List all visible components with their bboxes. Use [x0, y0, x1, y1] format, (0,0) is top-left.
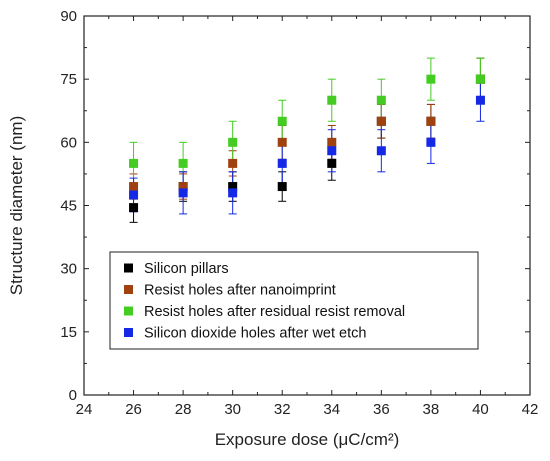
x-tick-label: 42 [522, 401, 539, 418]
data-point-series-2 [376, 116, 386, 126]
data-point-series-4 [475, 95, 485, 105]
data-point-series-3 [376, 95, 386, 105]
data-point-series-3 [228, 137, 238, 147]
x-tick-label: 30 [224, 401, 241, 418]
legend-label-4: Silicon dioxide holes after wet etch [144, 326, 366, 342]
x-tick-label: 26 [125, 401, 142, 418]
legend-entries: Silicon pillars Resist holes after nanoim… [124, 261, 405, 342]
data-point-series-2 [129, 182, 139, 192]
data-point-series-3 [426, 74, 436, 84]
x-tick-label: 40 [472, 401, 489, 418]
data-point-series-4 [376, 146, 386, 156]
y-axis-title: Structure diameter (nm) [7, 116, 26, 296]
data-point-series-4 [327, 146, 337, 156]
x-axis-ticks: 24 26 28 30 32 34 36 38 40 42 [76, 16, 539, 418]
data-point-series-1 [129, 203, 139, 213]
x-tick-label: 34 [323, 401, 340, 418]
data-markers [129, 74, 485, 213]
data-point-series-4 [277, 158, 287, 168]
y-tick-label: 90 [60, 8, 77, 25]
data-point-series-4 [228, 188, 238, 198]
y-tick-label: 0 [69, 387, 77, 404]
y-tick-label: 15 [60, 324, 77, 341]
data-point-series-2 [228, 158, 238, 168]
data-point-series-4 [426, 137, 436, 147]
legend-label-1: Silicon pillars [144, 261, 229, 277]
x-axis-title: Exposure dose (μC/cm²) [215, 430, 400, 449]
data-point-series-4 [129, 190, 139, 200]
data-point-series-2 [277, 137, 287, 147]
data-point-series-1 [228, 182, 238, 192]
data-point-series-2 [178, 182, 188, 192]
y-tick-label: 30 [60, 261, 77, 278]
legend-marker-2 [124, 285, 133, 294]
data-point-series-3 [475, 74, 485, 84]
x-tick-label: 28 [175, 401, 192, 418]
data-point-series-3 [327, 95, 337, 105]
x-tick-label: 38 [423, 401, 440, 418]
x-tick-label: 32 [274, 401, 291, 418]
legend-marker-3 [124, 306, 133, 316]
legend: Silicon pillars Resist holes after nanoim… [109, 251, 479, 350]
y-tick-label: 75 [60, 71, 77, 88]
data-point-series-3 [178, 158, 188, 168]
data-point-series-1 [277, 182, 287, 192]
data-point-series-3 [277, 116, 287, 126]
data-point-series-1 [327, 158, 337, 168]
x-tick-label: 24 [76, 401, 93, 418]
data-point-series-3 [129, 158, 139, 168]
legend-marker-4 [124, 328, 133, 337]
y-tick-label: 45 [60, 198, 77, 215]
data-point-series-2 [327, 137, 337, 147]
legend-label-2: Resist holes after nanoimprint [144, 283, 336, 299]
legend-box [109, 251, 479, 350]
legend-marker-1 [124, 263, 133, 273]
x-tick-label: 36 [373, 401, 390, 418]
y-tick-label: 60 [60, 134, 77, 151]
data-point-series-2 [426, 116, 436, 126]
legend-label-3: Resist holes after residual resist remov… [144, 304, 405, 320]
data-point-series-4 [178, 188, 188, 198]
y-axis-ticks: 0 15 30 45 60 75 90 [60, 8, 530, 404]
